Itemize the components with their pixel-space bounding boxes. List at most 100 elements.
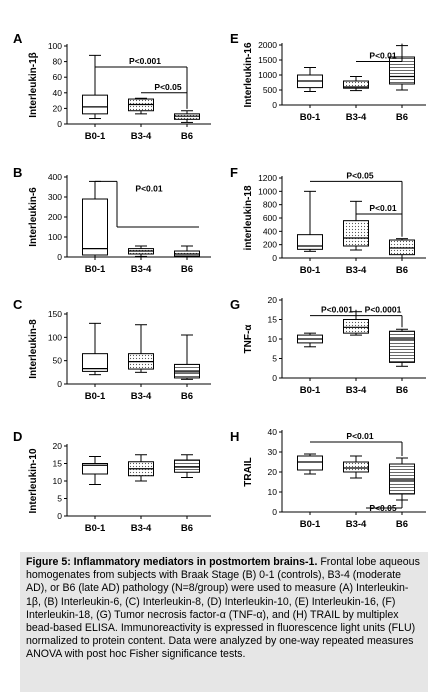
significance-annotation: P<0.0001 bbox=[356, 305, 403, 328]
significance-annotation: P<0.01 bbox=[95, 180, 199, 228]
significance-annotation: P<0.01 bbox=[356, 203, 403, 237]
y-axis-label: Interleukin-6 bbox=[28, 187, 39, 247]
box-b0-1 bbox=[82, 456, 108, 485]
annotation-label: P<0.01 bbox=[369, 51, 396, 61]
caption-lead: Figure 5: Inflammatory mediators in post… bbox=[26, 556, 318, 568]
box-b6 bbox=[174, 334, 200, 380]
x-tick-label: B0-1 bbox=[85, 131, 106, 142]
significance-annotation: P<0.01 bbox=[356, 43, 403, 62]
box-b0-1 bbox=[297, 332, 323, 348]
box-iqr bbox=[82, 463, 108, 475]
y-tick-label: 0 bbox=[57, 252, 62, 262]
x-tick-label: B0-1 bbox=[85, 523, 106, 534]
y-tick-label: 200 bbox=[263, 240, 277, 250]
box-b3-4 bbox=[128, 454, 154, 482]
x-tick-label: B6 bbox=[181, 264, 193, 275]
annotation-label: P<0.0001 bbox=[365, 305, 402, 315]
box-b6 bbox=[174, 454, 200, 478]
y-tick-label: 20 bbox=[268, 295, 278, 305]
y-tick-label: 10 bbox=[268, 334, 278, 344]
x-tick-label: B6 bbox=[181, 131, 193, 142]
box-iqr bbox=[343, 461, 369, 473]
box-b3-4 bbox=[343, 455, 369, 479]
box-b0-1 bbox=[297, 190, 323, 252]
box-iqr bbox=[389, 463, 415, 495]
y-tick-label: 600 bbox=[263, 213, 277, 223]
x-tick-label: B6 bbox=[396, 385, 408, 396]
box-iqr bbox=[174, 459, 200, 473]
figure-caption: Figure 5: Inflammatory mediators in post… bbox=[20, 552, 428, 692]
box-iqr bbox=[82, 353, 108, 372]
x-tick-label: B6 bbox=[181, 523, 193, 534]
y-tick-label: 0 bbox=[272, 373, 277, 383]
y-tick-label: 1500 bbox=[258, 55, 277, 65]
y-tick-label: 30 bbox=[268, 447, 278, 457]
y-tick-label: 15 bbox=[53, 459, 63, 469]
x-tick-label: B3-4 bbox=[131, 523, 152, 534]
significance-annotation: P<0.01 bbox=[310, 431, 403, 456]
annotation-label: P<0.01 bbox=[346, 431, 373, 441]
y-tick-label: 0 bbox=[57, 119, 62, 129]
significance-annotation: P<0.001 bbox=[310, 305, 357, 317]
annotation-label: P<0.01 bbox=[369, 203, 396, 213]
y-tick-label: 0 bbox=[272, 100, 277, 110]
box-b6 bbox=[389, 457, 415, 501]
box-b3-4 bbox=[128, 245, 154, 257]
y-tick-label: 0 bbox=[57, 511, 62, 521]
y-tick-label: 300 bbox=[48, 192, 62, 202]
y-tick-label: 400 bbox=[263, 226, 277, 236]
x-tick-label: B3-4 bbox=[346, 519, 367, 530]
box-b0-1 bbox=[297, 67, 323, 92]
box-b6 bbox=[174, 110, 200, 123]
panel-h: H TRAIL 0 10 20 30 40 B0-1 B3-4 B6 P<0.01 P<0.05 bbox=[230, 427, 426, 530]
y-tick-label: 20 bbox=[53, 103, 63, 113]
panel-c: C Interleukin-8 0 50 100 150 B0-1 B3-4 B6 bbox=[13, 297, 211, 402]
caption-body: Frontal lobe aqueous homogenates from su… bbox=[26, 556, 420, 661]
annotation-label: P<0.001 bbox=[321, 305, 353, 315]
panel-d: D Interleukin-10 0 5 10 15 20 B0-1 B3-4 B6 bbox=[13, 429, 211, 534]
significance-annotation: P<0.05 bbox=[366, 500, 403, 513]
x-tick-label: B3-4 bbox=[131, 264, 152, 275]
y-tick-label: 1000 bbox=[258, 186, 277, 196]
box-b0-1 bbox=[82, 322, 108, 376]
x-tick-label: B3-4 bbox=[346, 265, 367, 276]
y-axis-label: Interleukin-1β bbox=[28, 52, 39, 118]
y-tick-label: 40 bbox=[268, 427, 278, 437]
annotation-label: P<0.05 bbox=[346, 170, 373, 180]
box-iqr bbox=[343, 80, 369, 89]
box-iqr bbox=[389, 330, 415, 363]
x-tick-label: B6 bbox=[396, 519, 408, 530]
panel-letter: E bbox=[230, 31, 239, 46]
panel-letter: F bbox=[230, 165, 238, 180]
y-tick-label: 1000 bbox=[258, 70, 277, 80]
x-tick-label: B0-1 bbox=[85, 264, 106, 275]
panel-g: G TNF-α 0 5 10 15 20 B0-1 B3-4 B6 P<0.001 P<0.0001 bbox=[230, 295, 426, 396]
y-axis-label: interleukin-18 bbox=[243, 185, 254, 250]
y-tick-label: 5 bbox=[272, 354, 277, 364]
y-axis-label: Interleukin-8 bbox=[28, 319, 39, 379]
y-tick-label: 400 bbox=[48, 172, 62, 182]
y-tick-label: 150 bbox=[48, 309, 62, 319]
y-tick-label: 500 bbox=[263, 85, 277, 95]
box-b3-4 bbox=[343, 311, 369, 336]
y-tick-label: 50 bbox=[53, 356, 63, 366]
panel-letter: G bbox=[230, 297, 240, 312]
y-tick-label: 20 bbox=[268, 467, 278, 477]
box-iqr bbox=[82, 198, 108, 256]
box-iqr bbox=[343, 220, 369, 247]
y-tick-label: 100 bbox=[48, 332, 62, 342]
y-tick-label: 60 bbox=[53, 72, 63, 82]
y-axis-label: Interleukin-10 bbox=[28, 448, 39, 513]
x-tick-label: B6 bbox=[181, 391, 193, 402]
y-tick-label: 10 bbox=[53, 476, 63, 486]
y-tick-label: 5 bbox=[57, 494, 62, 504]
box-b0-1 bbox=[82, 180, 108, 258]
panel-letter: B bbox=[13, 165, 22, 180]
annotation-label: P<0.05 bbox=[154, 82, 181, 92]
y-axis-label: TRAIL bbox=[243, 457, 254, 486]
y-tick-label: 800 bbox=[263, 200, 277, 210]
significance-annotation: P<0.05 bbox=[141, 82, 188, 109]
y-tick-label: 15 bbox=[268, 315, 278, 325]
